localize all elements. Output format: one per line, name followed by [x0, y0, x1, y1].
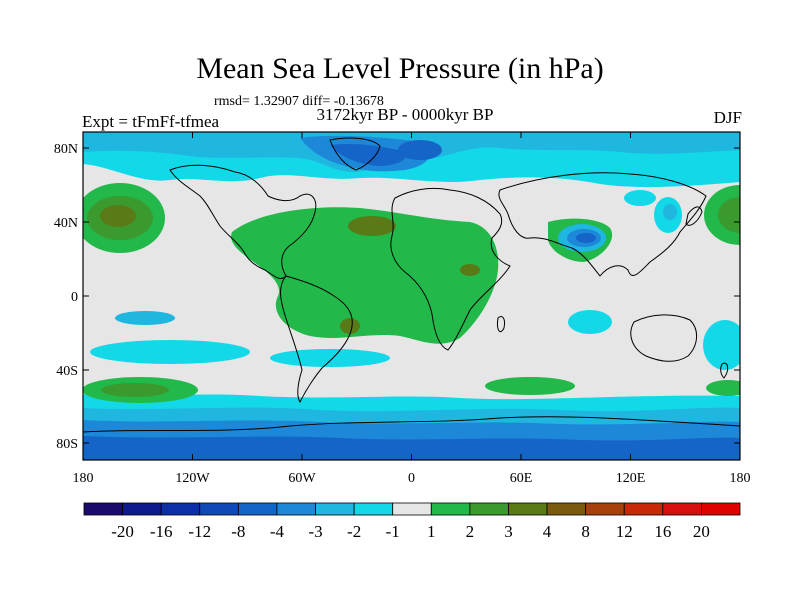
colorbar-swatch	[623, 502, 664, 516]
coast-asia	[498, 172, 707, 277]
north-pacific-high-east-core	[718, 197, 740, 233]
y-tick-label: 40S	[56, 364, 78, 379]
x-axis: 180 120W 60W 0 60E 120E 180	[73, 132, 751, 486]
x-tick-label: 120E	[616, 471, 646, 486]
colorbar-label: -4	[270, 522, 285, 541]
colorbar-label: -12	[188, 522, 211, 541]
colorbar-swatch	[469, 502, 509, 516]
y-tick-label: 80N	[54, 142, 78, 157]
colorbar-label: 4	[543, 522, 552, 541]
colorbar-label: -1	[386, 522, 400, 541]
east-asia-low-core	[663, 204, 677, 220]
y-tick-label: 0	[71, 290, 78, 305]
colorbar-label: 20	[693, 522, 710, 541]
colorbar-swatch	[83, 502, 123, 516]
colorbar-swatch	[662, 502, 702, 516]
x-tick-label: 180	[730, 471, 751, 486]
colorbar-label: 3	[504, 522, 513, 541]
coast-madagascar	[497, 315, 505, 333]
southeast-high	[706, 380, 740, 396]
south-america-core	[340, 318, 360, 334]
coast-new-zealand	[720, 362, 729, 379]
tibet-low-core	[576, 233, 596, 243]
x-tick-label: 0	[408, 471, 415, 486]
colorbar-swatch	[430, 502, 471, 516]
season-label: DJF	[713, 108, 742, 127]
y-tick-label: 80S	[56, 437, 78, 452]
colorbar-swatch	[701, 502, 741, 516]
south-pacific-core	[115, 311, 175, 325]
stats-line: rmsd= 1.32907 diff= -0.13678	[214, 94, 384, 109]
colorbar-label: -16	[150, 522, 173, 541]
y-axis: 80N 40N 0 40S 80S	[54, 142, 740, 452]
x-tick-label: 180	[73, 471, 94, 486]
colorbar-swatch	[276, 502, 316, 516]
colorbar-swatch	[237, 502, 278, 516]
colorbar-label: 1	[427, 522, 436, 541]
south-pacific-low	[90, 340, 250, 364]
north-pacific-high-core	[100, 205, 136, 227]
greenland-low-core	[330, 143, 406, 166]
colorbar-label: 8	[581, 522, 590, 541]
colorbar-label: 12	[616, 522, 633, 541]
colorbar-swatch	[353, 502, 394, 516]
colorbar-swatch	[315, 502, 355, 516]
arctic-blue-spot	[398, 140, 442, 160]
coast-greenland	[329, 137, 381, 171]
south-indian-high	[485, 377, 575, 395]
atlantic-high-core	[348, 216, 396, 236]
atlantic-africa-high	[231, 207, 499, 344]
colorbar-swatch	[585, 502, 625, 516]
x-tick-label: 60W	[288, 471, 316, 486]
colorbar-label: 2	[466, 522, 475, 541]
colorbar-label: -20	[111, 522, 134, 541]
coast-australia	[630, 314, 697, 362]
coast-north-america	[169, 164, 317, 279]
experiment-label: Expt = tFmFf-tfmea	[82, 112, 220, 131]
south-pacific-high-core	[101, 383, 169, 397]
coast-europe-africa	[390, 187, 511, 351]
coast-japan	[685, 206, 703, 226]
map-title: Mean Sea Level Pressure (in hPa)	[196, 52, 604, 85]
colorbar-swatch	[546, 502, 587, 516]
south-east-low	[703, 320, 740, 370]
x-tick-label: 60E	[510, 471, 533, 486]
x-tick-label: 120W	[175, 471, 210, 486]
colorbar-label: -3	[308, 522, 322, 541]
colorbar-swatch	[160, 502, 201, 516]
south-indian-low	[568, 310, 612, 334]
africa-high-core	[460, 264, 480, 276]
colorbar-swatch	[122, 502, 162, 516]
coastlines	[83, 137, 740, 433]
colorbar-swatch	[392, 502, 432, 516]
siberia-low	[624, 190, 656, 206]
colorbar-swatch	[199, 502, 239, 516]
coast-antarctica	[83, 416, 740, 433]
y-tick-label: 40N	[54, 216, 78, 231]
southern-low-band-core	[83, 436, 740, 460]
contour-field	[83, 132, 740, 460]
colorbar-label: -8	[231, 522, 245, 541]
colorbar-swatch	[508, 502, 548, 516]
colorbar-label: -2	[347, 522, 361, 541]
colorbar: -20 -16 -12 -8 -4 -3 -2 -1 1 2 3 4 8 12 16 20	[83, 502, 741, 541]
coast-south-america	[280, 275, 353, 403]
colorbar-label: 16	[654, 522, 671, 541]
south-atlantic-low	[270, 349, 390, 367]
period-label: 3172kyr BP - 0000kyr BP	[316, 105, 494, 124]
